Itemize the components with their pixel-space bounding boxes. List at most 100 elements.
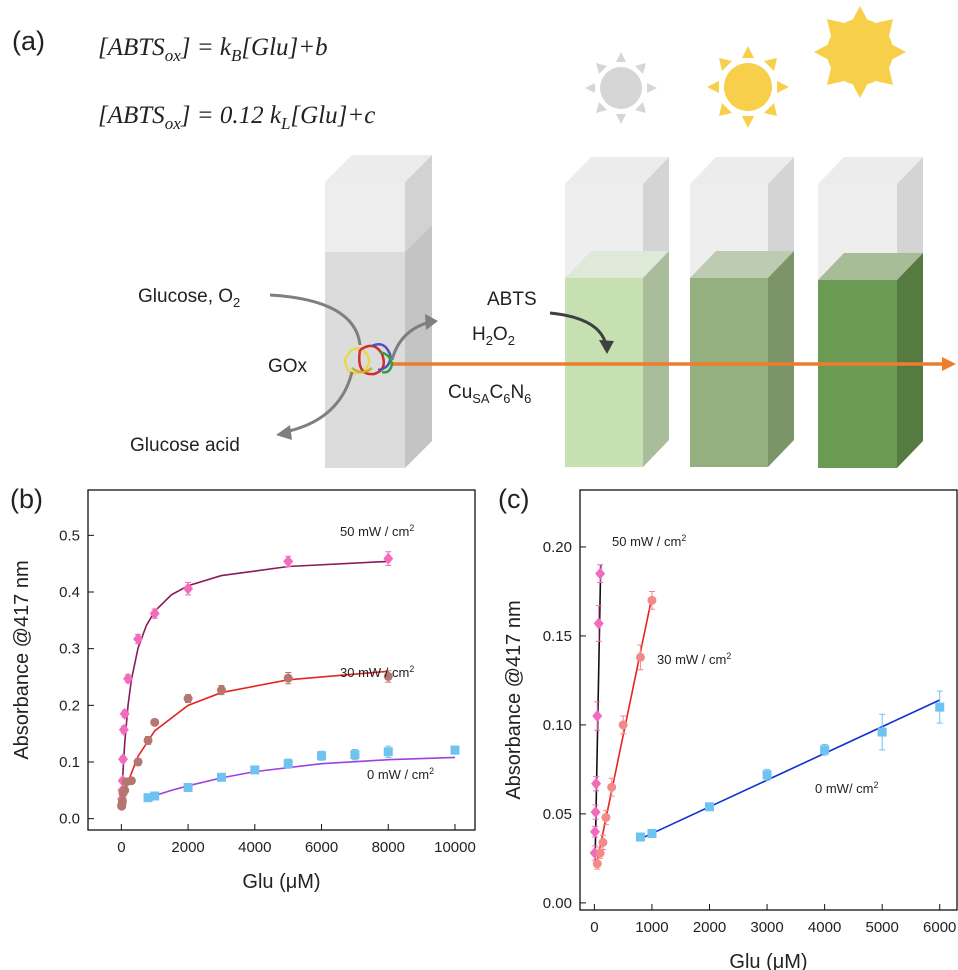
text-part: N (510, 382, 524, 403)
annotation: 30 mW / cm2 (340, 664, 414, 680)
point (591, 778, 601, 790)
y-tick-label: 0.20 (543, 539, 572, 556)
x-axis-title: Glu (μM) (729, 951, 807, 970)
point (284, 759, 293, 768)
x-tick-label: 0 (590, 919, 598, 936)
point (607, 783, 616, 792)
x-tick-label: 4000 (808, 919, 841, 936)
figure: (a) [ABTSox] = kB[Glu]+b [ABTSox] = 0.12… (0, 0, 958, 970)
panel-label: (b) (10, 484, 43, 514)
arrow-head (276, 425, 292, 440)
y-tick-label: 0.15 (543, 628, 572, 645)
script: L (280, 114, 290, 133)
x-tick-label: 2000 (693, 919, 726, 936)
x-tick-label: 10000 (434, 839, 476, 856)
point (127, 776, 136, 785)
plot-frame (580, 490, 957, 910)
x-axis-title: Glu (μM) (242, 871, 320, 893)
beam-head (942, 357, 956, 371)
equation: [ABTSox] = kB[Glu]+b (98, 34, 328, 65)
point (763, 770, 772, 779)
text-part: Cu (448, 382, 472, 403)
sun-medium (707, 46, 789, 128)
point (593, 859, 602, 868)
label: ABTS (487, 289, 537, 310)
point (383, 553, 393, 565)
y-tick-label: 0.1 (59, 754, 80, 771)
diagram: (a) [ABTSox] = kB[Glu]+b [ABTSox] = 0.12… (12, 6, 956, 468)
y-tick-label: 0.2 (59, 697, 80, 714)
sun-bright (814, 6, 906, 98)
y-tick-label: 0.3 (59, 641, 80, 658)
annotation: 0 mW/ cm2 (815, 780, 879, 796)
text-part: 30 mW / cm (340, 665, 409, 680)
point (636, 833, 645, 842)
annotation: 0 mW / cm2 (367, 766, 434, 782)
cuvette-gox (325, 155, 432, 468)
label: H2O2 (472, 324, 515, 348)
x-tick-label: 6000 (923, 919, 956, 936)
script: 2 (233, 295, 240, 310)
x-tick-label: 6000 (305, 839, 338, 856)
y-tick-label: 0.05 (543, 806, 572, 823)
cuvette-1 (565, 157, 669, 467)
script: ox (165, 114, 182, 133)
label: Glucose, O2 (138, 286, 240, 310)
point (591, 806, 601, 818)
cuvette-3 (818, 157, 923, 468)
text-part: 30 mW / cm (657, 652, 726, 667)
point (150, 718, 159, 727)
point (935, 703, 944, 712)
point (450, 746, 459, 755)
text-part: [Glu]+c (290, 102, 375, 129)
annotation: 50 mW / cm2 (340, 523, 414, 539)
script: 2 (429, 766, 434, 776)
x-tick-label: 2000 (171, 839, 204, 856)
point (878, 728, 887, 737)
point (217, 773, 226, 782)
script: SA (472, 391, 490, 406)
point (134, 758, 143, 767)
point (184, 783, 193, 792)
point (184, 694, 193, 703)
point (250, 765, 259, 774)
x-tick-label: 4000 (238, 839, 271, 856)
text-part: ] = 0.12 k (180, 102, 282, 129)
script: 2 (508, 333, 515, 348)
point (590, 826, 600, 838)
script: 2 (486, 333, 493, 348)
text-part: 0 mW/ cm (815, 781, 874, 796)
point (217, 686, 226, 695)
text-part: O (493, 324, 508, 345)
cuvette-2 (690, 157, 794, 467)
equation: [ABTSox] = 0.12 kL[Glu]+c (98, 102, 375, 133)
point (150, 792, 159, 801)
sun-gray (585, 52, 657, 124)
script: 2 (409, 523, 414, 533)
point (119, 724, 129, 736)
script: 2 (726, 651, 731, 661)
text-part: [Glu]+b (241, 34, 327, 61)
point (384, 747, 393, 756)
text-part: C (490, 382, 504, 403)
point (619, 720, 628, 729)
text-part: 50 mW / cm (340, 524, 409, 539)
text-part: [ABTS (98, 102, 165, 129)
y-axis-title: Absorbance @417 nm (503, 600, 525, 799)
y-tick-label: 0.4 (59, 584, 80, 601)
label: GOx (268, 356, 308, 377)
point (705, 802, 714, 811)
script: 2 (681, 533, 686, 543)
y-tick-label: 0.00 (543, 895, 572, 912)
x-tick-label: 5000 (865, 919, 898, 936)
y-tick-label: 0.10 (543, 717, 572, 734)
label: Glucose acid (130, 435, 240, 456)
text-part: 0 mW / cm (367, 767, 429, 782)
point (601, 813, 610, 822)
point (599, 838, 608, 847)
point (317, 751, 326, 760)
point (118, 753, 128, 765)
panel-label: (a) (12, 26, 45, 56)
